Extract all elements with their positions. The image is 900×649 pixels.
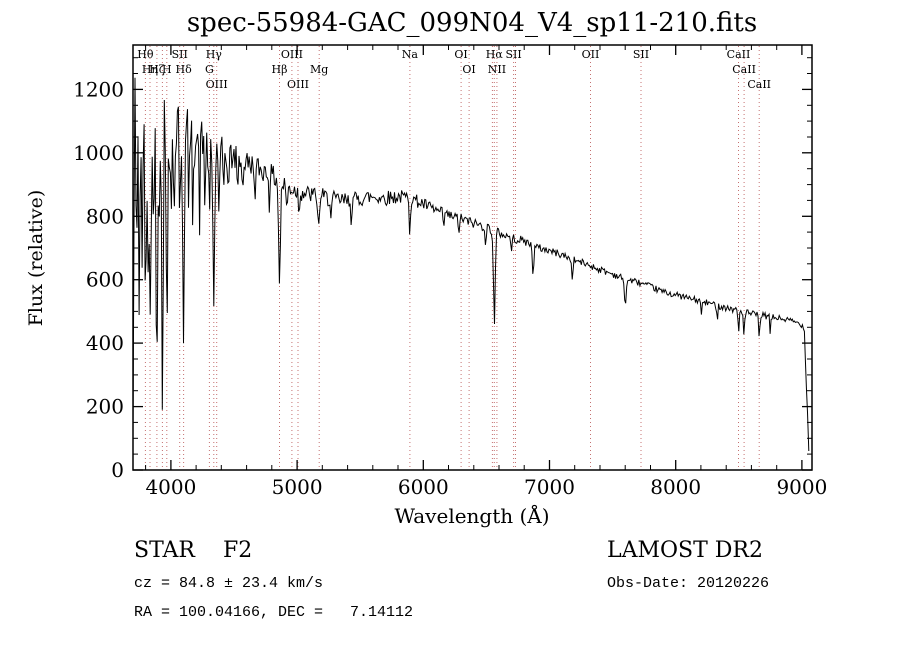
spectral-line-label: Na bbox=[402, 48, 419, 61]
plot-box bbox=[132, 44, 813, 471]
spectral-line-label: Hθ bbox=[137, 48, 154, 61]
spectral-line-label: SII bbox=[633, 48, 649, 61]
spectral-line-label: CaII bbox=[732, 63, 756, 76]
spectral-line-label: OIII bbox=[287, 78, 309, 91]
cz-value-text: cz = 84.8 ± 23.4 km/s bbox=[134, 575, 324, 592]
x-tick-label: 9000 bbox=[776, 475, 827, 499]
spectral-line-label: Hδ bbox=[175, 63, 192, 76]
spectral-line-label: OIII bbox=[206, 78, 228, 91]
spectral-line-label: CaII bbox=[727, 48, 751, 61]
spectral-line-label: H bbox=[162, 63, 172, 76]
spectral-line-label: G bbox=[205, 63, 214, 76]
spectral-line-label: SII bbox=[505, 48, 521, 61]
spectral-line-label: Hζ bbox=[149, 63, 165, 76]
spectral-line-label: Hη bbox=[142, 63, 158, 76]
y-tick-label: 800 bbox=[86, 204, 124, 228]
y-tick-label: 1000 bbox=[73, 141, 124, 165]
x-tick-label: 7000 bbox=[524, 475, 575, 499]
spectral-line-label: CaII bbox=[747, 78, 771, 91]
spectrum-trace bbox=[132, 77, 810, 452]
x-tick-label: 6000 bbox=[398, 475, 449, 499]
chart-title: spec-55984-GAC_099N04_V4_sp11-210.fits bbox=[187, 8, 757, 38]
y-tick-label: 0 bbox=[111, 458, 124, 482]
spectral-line-label: Mg bbox=[310, 63, 328, 76]
spectral-line-label: SII bbox=[172, 48, 188, 61]
spectral-line-label: NII bbox=[488, 63, 506, 76]
x-axis-label: Wavelength (Å) bbox=[394, 503, 549, 528]
spectral-line-label: Hγ bbox=[206, 48, 223, 61]
y-tick-label: 200 bbox=[86, 395, 124, 419]
spectral-line-label: Hβ bbox=[272, 63, 288, 76]
x-tick-label: 5000 bbox=[272, 475, 323, 499]
spectral-line-label: Hα bbox=[486, 48, 504, 61]
y-tick-label: 400 bbox=[86, 331, 124, 355]
x-tick-label: 8000 bbox=[650, 475, 701, 499]
x-tick-label: 4000 bbox=[145, 475, 196, 499]
y-tick-label: 1200 bbox=[73, 77, 124, 101]
survey-name-text: LAMOST DR2 bbox=[607, 538, 763, 563]
spectral-line-label: OIII bbox=[281, 48, 303, 61]
object-class-text: STAR F2 bbox=[134, 538, 253, 563]
spectral-line-label: OI bbox=[454, 48, 467, 61]
obs-date-text: Obs-Date: 20120226 bbox=[607, 575, 770, 592]
y-tick-label: 600 bbox=[86, 268, 124, 292]
ra-dec-text: RA = 100.04166, DEC = 7.14112 bbox=[134, 604, 414, 621]
y-axis-label: Flux (relative) bbox=[25, 190, 47, 327]
spectral-line-label: OII bbox=[582, 48, 600, 61]
spectral-line-label: OI bbox=[462, 63, 475, 76]
